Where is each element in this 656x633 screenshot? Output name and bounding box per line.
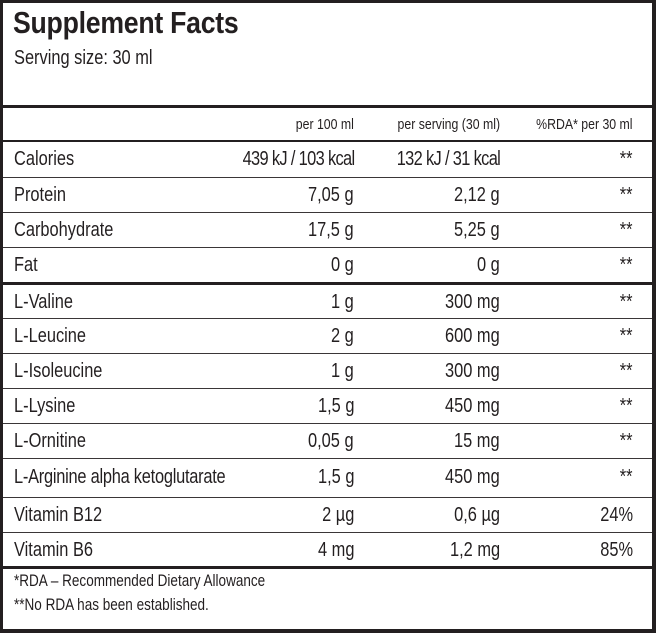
value-per-100: 7,05 g [308,184,354,206]
value-per-100: 439 kJ / 103 kcal [242,148,355,170]
nutrient-name: Vitamin B6 [14,539,94,561]
table-row: Fat 0 g 0 g ** [3,248,652,282]
nutrient-name: L-Ornitine [14,430,87,452]
nutrient-name: Carbohydrate [14,219,114,241]
value-rda: ** [620,148,633,170]
value-rda: ** [620,360,633,382]
table-row: L-Arginine alpha ketoglutarate 1,5 g 450… [3,459,652,496]
value-per-100: 2 g [331,325,354,347]
nutrient-name: L-Isoleucine [14,360,103,382]
divider-thick [3,105,652,108]
value-per-100: 17,5 g [308,219,354,241]
value-per-serving: 450 mg [445,466,500,488]
value-rda: ** [620,291,633,313]
divider-thick [3,566,652,569]
value-rda: ** [620,325,633,347]
table-row: L-Ornitine 0,05 g 15 mg ** [3,424,652,458]
value-per-serving: 300 mg [445,291,500,313]
nutrient-name: Vitamin B12 [14,504,103,526]
value-per-serving: 2,12 g [454,184,500,206]
row-divider [3,423,652,424]
value-per-100: 1,5 g [317,466,354,488]
nutrient-name: Protein [14,184,66,206]
value-rda: ** [620,395,633,417]
row-divider [3,318,652,319]
row-divider [3,388,652,389]
column-header-rda: %RDA* per 30 ml [536,116,633,133]
nutrient-name: Calories [14,148,75,170]
value-rda: ** [620,184,633,206]
serving-size: Serving size: 30 ml [14,47,153,69]
value-rda: ** [620,466,633,488]
value-per-serving: 1,2 mg [449,539,500,561]
table-row: L-Isoleucine 1 g 300 mg ** [3,354,652,388]
value-rda: ** [620,219,633,241]
value-per-serving: 0 g [477,254,500,276]
value-rda: ** [620,430,633,452]
divider [3,140,652,142]
row-divider [3,458,652,459]
value-per-100: 4 mg [317,539,354,561]
value-per-100: 1,5 g [317,395,354,417]
value-per-100: 2 µg [321,504,354,526]
nutrient-name: L-Arginine alpha ketoglutarate [14,466,226,488]
value-per-serving: 0,6 µg [454,504,500,526]
table-row: L-Valine 1 g 300 mg ** [3,285,652,319]
value-rda: 24% [600,504,633,526]
value-per-100: 1 g [331,291,354,313]
footnote-rda-definition: *RDA – Recommended Dietary Allowance [14,572,266,590]
table-row: Calories 439 kJ / 103 kcal 132 kJ / 31 k… [3,142,652,176]
table-row: Carbohydrate 17,5 g 5,25 g ** [3,213,652,247]
table-row: Protein 7,05 g 2,12 g ** [3,178,652,212]
table-row: L-Leucine 2 g 600 mg ** [3,319,652,353]
footnote-no-rda: **No RDA has been established. [14,596,209,614]
nutrient-name: Fat [14,254,38,276]
value-rda: 85% [600,539,633,561]
divider-thick [3,282,652,285]
value-rda: ** [620,254,633,276]
label-title: Supplement Facts [13,5,239,40]
row-divider [3,177,652,178]
value-per-100: 1 g [331,360,354,382]
value-per-100: 0 g [331,254,354,276]
table-row: Vitamin B12 2 µg 0,6 µg 24% [3,498,652,532]
row-divider [3,497,652,498]
value-per-100: 0,05 g [308,430,354,452]
value-per-serving: 5,25 g [454,219,500,241]
nutrient-name: L-Lysine [14,395,76,417]
value-per-serving: 15 mg [454,430,500,452]
nutrient-name: L-Valine [14,291,73,313]
column-header-per-serving: per serving (30 ml) [397,116,500,133]
value-per-serving: 300 mg [445,360,500,382]
table-row: Vitamin B6 4 mg 1,2 mg 85% [3,533,652,567]
row-divider [3,247,652,248]
row-divider [3,532,652,533]
value-per-serving: 600 mg [445,325,500,347]
table-row: L-Lysine 1,5 g 450 mg ** [3,389,652,423]
row-divider [3,353,652,354]
column-header-row: per 100 ml per serving (30 ml) %RDA* per… [3,108,652,142]
value-per-serving: 450 mg [445,395,500,417]
value-per-serving: 132 kJ / 31 kcal [396,148,501,170]
row-divider [3,212,652,213]
column-header-per-100: per 100 ml [295,116,354,133]
nutrient-name: L-Leucine [14,325,87,347]
